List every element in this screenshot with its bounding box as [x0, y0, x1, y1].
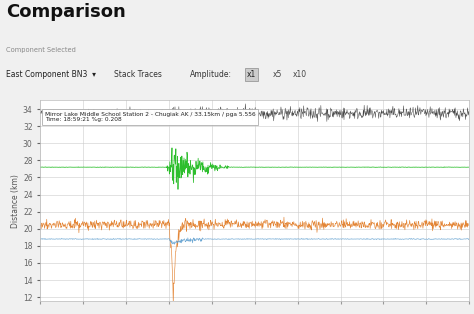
Text: Comparison: Comparison: [6, 3, 126, 21]
Text: Amplitude:: Amplitude:: [190, 70, 232, 79]
Text: East Component BN3  ▾: East Component BN3 ▾: [6, 70, 96, 79]
Y-axis label: Distance (km): Distance (km): [11, 174, 20, 228]
Text: x10: x10: [293, 70, 307, 79]
Text: x1: x1: [246, 70, 256, 79]
Text: Component Selected: Component Selected: [6, 47, 75, 53]
Text: Mirror Lake Middle School Station 2 - Chugiak AK / 33.15km / pga 5.556
Time: 18:: Mirror Lake Middle School Station 2 - Ch…: [45, 111, 255, 122]
Text: Stack Traces: Stack Traces: [114, 70, 162, 79]
Text: x5: x5: [273, 70, 282, 79]
